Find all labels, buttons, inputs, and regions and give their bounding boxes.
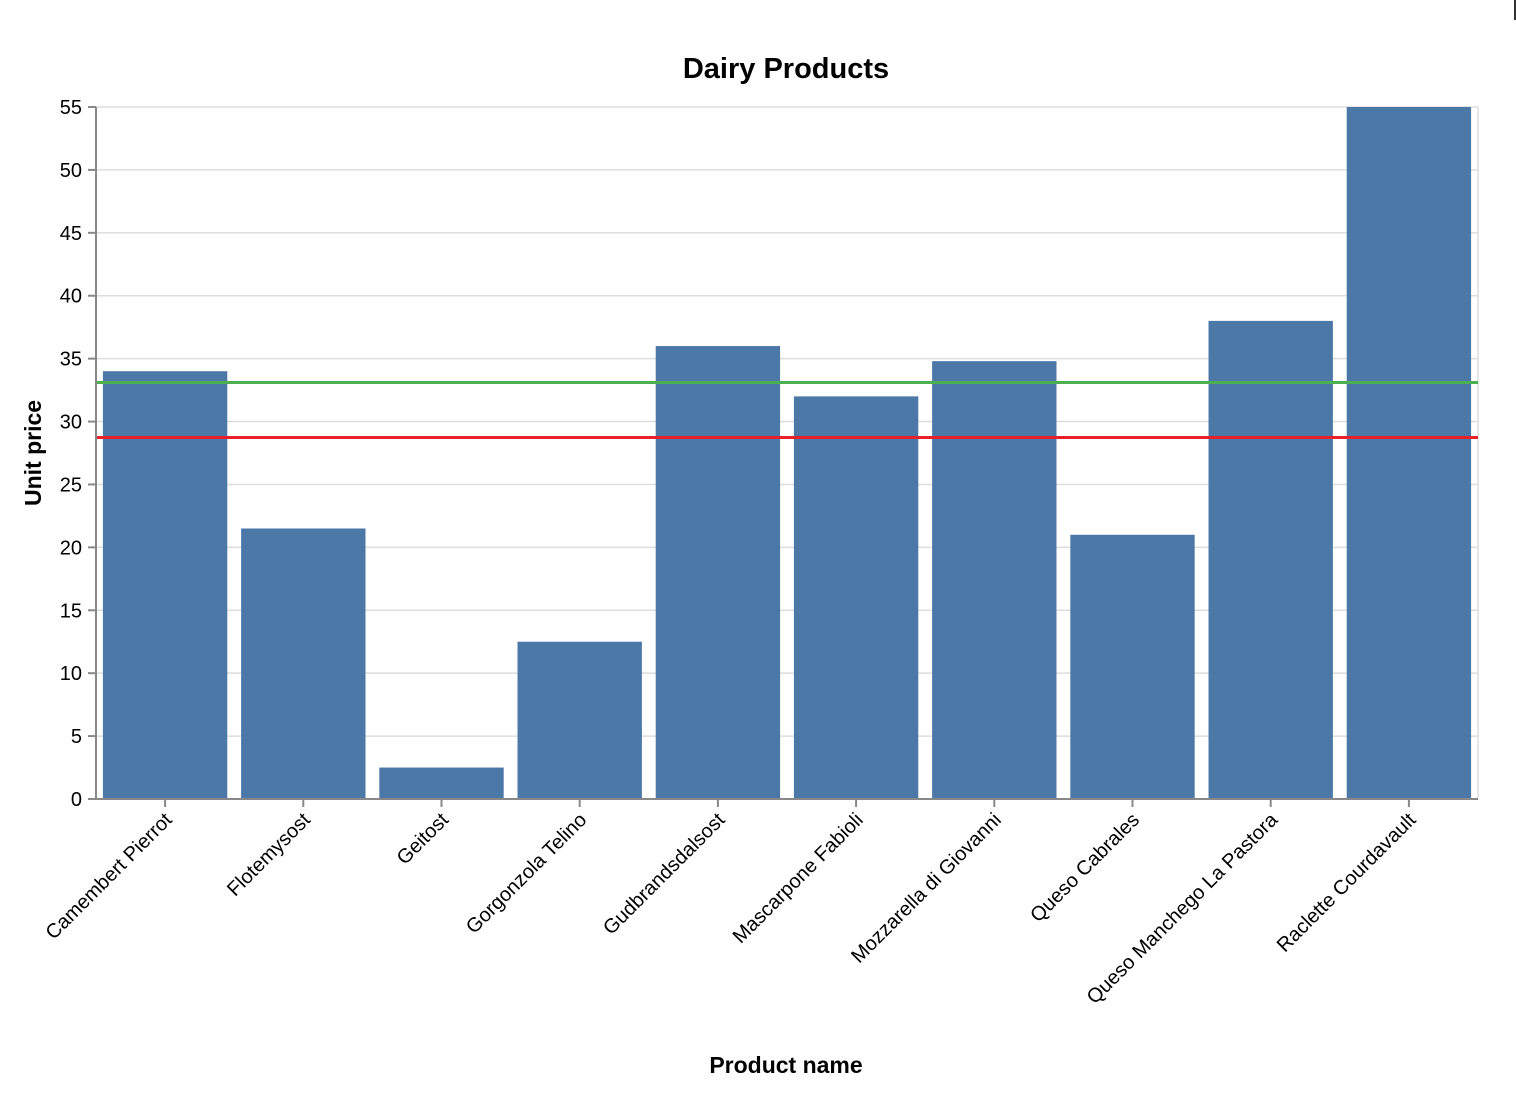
y-axis-ticks: 0 5 10 15 20 25 30 35 40 45 50 55 bbox=[60, 97, 96, 811]
bar bbox=[1346, 107, 1472, 799]
y-tick-label: 0 bbox=[71, 789, 82, 811]
x-tick-label: Gudbrandsdalsost bbox=[599, 809, 730, 940]
bar bbox=[655, 346, 781, 799]
x-tick-label: Camembert Pierrot bbox=[42, 809, 177, 944]
x-tick-label: Mascarpone Fabioli bbox=[729, 809, 868, 948]
x-tick-label: Flotemysost bbox=[223, 809, 315, 901]
y-tick-label: 15 bbox=[60, 600, 82, 622]
y-axis-title: Unit price bbox=[20, 400, 46, 506]
y-tick-label: 5 bbox=[71, 726, 82, 748]
chart-title: Dairy Products bbox=[683, 53, 889, 85]
bars bbox=[102, 107, 1472, 799]
y-tick-label: 40 bbox=[60, 286, 82, 308]
bar bbox=[241, 528, 366, 799]
y-tick-label: 35 bbox=[60, 349, 82, 371]
bar bbox=[102, 371, 228, 799]
y-tick-label: 25 bbox=[60, 474, 82, 496]
axes bbox=[95, 107, 1478, 800]
bar bbox=[1070, 534, 1195, 799]
x-tick-label: Gorgonzola Telino bbox=[462, 809, 591, 938]
y-tick-label: 45 bbox=[60, 223, 82, 245]
x-tick-label: Mozzarella di Giovanni bbox=[847, 809, 1006, 968]
bar bbox=[932, 361, 1057, 799]
y-tick-label: 55 bbox=[60, 97, 82, 119]
x-tick-label: Geitost bbox=[393, 809, 454, 870]
y-tick-label: 10 bbox=[60, 663, 82, 685]
bar bbox=[793, 396, 919, 799]
y-tick-label: 30 bbox=[60, 412, 82, 434]
x-axis-ticks: Camembert Pierrot Flotemysost Geitost Gorgo… bbox=[42, 799, 1421, 1009]
x-tick-label: Queso Cabrales bbox=[1026, 809, 1144, 927]
y-tick-label: 20 bbox=[60, 537, 82, 559]
y-tick-label: 50 bbox=[60, 160, 82, 182]
scrollbar-thumb[interactable] bbox=[1514, 0, 1516, 20]
reference-lines bbox=[96, 381, 1478, 440]
bar bbox=[379, 767, 504, 799]
bar bbox=[1208, 320, 1333, 799]
x-axis-title: Product name bbox=[709, 1052, 862, 1078]
bar bbox=[517, 641, 642, 799]
x-tick-label: Raclette Courdavault bbox=[1273, 809, 1421, 957]
